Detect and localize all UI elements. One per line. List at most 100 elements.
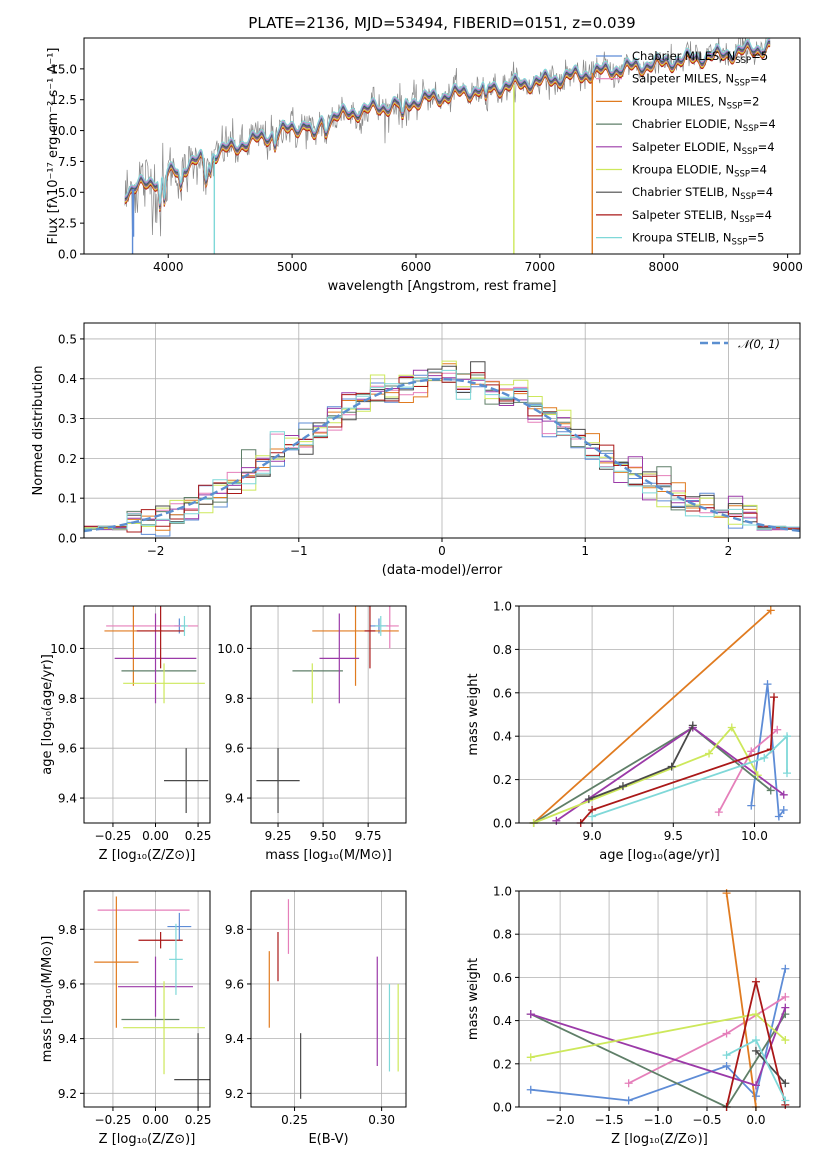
errorbar-point [312, 606, 399, 686]
y-tick-label: 15.0 [50, 62, 77, 76]
spectrum-chart: PLATE=2136, MJD=53494, FIBERID=0151, z=0… [46, 14, 803, 294]
errorbar-point [114, 613, 197, 704]
plus-marker [618, 782, 627, 791]
legend-entry: Kroupa MILES, NSSP=2 [632, 94, 759, 111]
x-tick-label: 9000 [772, 260, 803, 274]
mass-vs-EBV-chart: 0.25 0.30 9.2 9.4 9.6 9.8 E(B-V) [225, 890, 407, 1147]
plus-marker [714, 808, 723, 817]
y-tick-label: 0.0 [58, 532, 77, 546]
plus-marker [751, 1010, 760, 1019]
x-tick-label: 0.00 [142, 829, 169, 843]
legend-series-name: Salpeter MILES [632, 72, 718, 86]
legend-count: =4 [755, 208, 772, 222]
plot-frame [83, 605, 211, 824]
plot-frame [250, 890, 407, 1108]
plus-marker [727, 723, 736, 732]
model-spectrum-kroupa-miles [124, 44, 771, 211]
plot-frame [83, 890, 211, 1108]
errorbar-point [164, 748, 209, 814]
legend-entry: Kroupa STELIB, NSSP=5 [632, 231, 764, 248]
y-tick-label: 2.5 [58, 217, 77, 231]
x-tick-label: −0.25 [95, 1113, 132, 1127]
y-tick-label: 9.4 [58, 1032, 77, 1046]
errorbar-point [375, 615, 387, 636]
x-tick-label: −1.5 [595, 1113, 624, 1127]
y-tick-label: 9.4 [58, 792, 77, 806]
plus-marker [753, 771, 762, 780]
plot-frame [250, 605, 407, 824]
plot-frame [518, 890, 801, 1108]
y-tick-label: 0.2 [58, 452, 77, 466]
legend-series-name: Chabrier ELODIE [632, 117, 727, 131]
legend-count: =5 [751, 49, 768, 63]
spectrum-lines [124, 38, 771, 254]
legend-subscript: SSP [742, 147, 758, 157]
x-tick-label: 1 [581, 544, 589, 558]
y-tick-label: 0.0 [493, 1101, 512, 1115]
y-tick-label: 9.8 [58, 923, 77, 937]
legend-subscript: SSP [734, 79, 750, 89]
x-tick-label: −0.25 [95, 829, 132, 843]
legend-series-name: Chabrier STELIB [632, 185, 724, 199]
legend-series-name: Salpeter ELODIE [632, 140, 726, 154]
plus-marker [688, 721, 697, 730]
y-tick-label: 9.8 [225, 692, 244, 706]
plus-marker [751, 1092, 760, 1101]
legend-count: =4 [756, 185, 773, 199]
errorbar-point [123, 663, 205, 704]
x-tick-label: 0 [438, 544, 446, 558]
y-tick-label: 0.4 [493, 1014, 512, 1028]
y-tick-label: 9.2 [58, 1087, 77, 1101]
massweight-vs-Z-chart: −2.0 −1.5 −1.0 −0.5 0.0 0.0 0.2 0.4 0.6 0.8 1.0 Z [… [466, 885, 801, 1147]
x-tick-label: −0.5 [692, 1113, 721, 1127]
plus-marker [751, 1081, 760, 1090]
plus-marker [526, 1085, 535, 1094]
x-axis-label: age [log₁₀(age/yr)] [599, 848, 720, 863]
plus-marker [705, 749, 714, 758]
x-tick-label: 2 [725, 544, 733, 558]
y-tick-label: 0.0 [58, 248, 77, 262]
y-tick-label: 9.6 [58, 742, 77, 756]
legend-subscript: SSP [740, 192, 756, 202]
y-tick-label: 12.5 [50, 93, 77, 107]
x-axis-label: Z [log₁₀(Z/Z⊙)] [611, 1132, 708, 1147]
y-axis-label: Normed distribution [31, 366, 46, 496]
legend-count: =4 [759, 117, 776, 131]
errorbar-point [94, 896, 139, 1028]
y-axis-label: Flux [fλ10⁻¹⁷ erg cm⁻² s⁻¹ A⁻¹] [46, 48, 61, 245]
chart-title: PLATE=2136, MJD=53494, FIBERID=0151, z=0… [248, 14, 635, 32]
y-tick-label: 0.4 [58, 372, 77, 386]
legend-suffix: , N [718, 72, 734, 86]
plus-marker [751, 1036, 760, 1045]
x-tick-label: 9.75 [355, 829, 382, 843]
plus-marker [766, 786, 775, 795]
y-tick-label: 7.5 [58, 155, 77, 169]
errorbar-point [181, 615, 188, 636]
plus-marker [751, 977, 760, 986]
series-line-chabrier-stelib [755, 1050, 786, 1084]
x-axis-label: Z [log₁₀(Z/Z⊙)] [99, 1132, 196, 1147]
x-tick-label: 9.0 [583, 829, 602, 843]
legend-subscript: SSP [735, 56, 751, 66]
legend-entry: Salpeter MILES, NSSP=4 [632, 72, 767, 89]
model-spectrum-chabrier-elodie [124, 41, 771, 209]
y-tick-label: 0.4 [493, 730, 512, 744]
plus-marker [766, 606, 775, 615]
x-tick-label: 9.5 [664, 829, 683, 843]
massweight-vs-age-chart: 9.0 9.5 10.0 0.0 0.2 0.4 0.6 0.8 1.0 age [log₁₀(a… [466, 600, 801, 863]
plus-marker [773, 725, 782, 734]
plus-marker [779, 790, 788, 799]
y-tick-label: 9.8 [225, 923, 244, 937]
legend-series-name: Kroupa STELIB [632, 231, 716, 245]
x-tick-label: 9.25 [265, 829, 292, 843]
legend-entry: Chabrier STELIB, NSSP=4 [632, 185, 773, 202]
y-tick-label: 0.5 [58, 332, 77, 346]
plus-marker [722, 1061, 731, 1070]
residuals-chart: −2 −1 0 1 2 0.0 0.1 0.2 0.3 0.4 0.5 (data-model)/er… [31, 322, 801, 578]
legend-subscript: SSP [727, 101, 743, 111]
series-line-salpeter-stelib [580, 697, 775, 824]
y-tick-label: 9.6 [58, 977, 77, 991]
y-tick-label: 0.1 [58, 492, 77, 506]
plus-marker [624, 1096, 633, 1105]
errorbar-point [364, 606, 376, 669]
